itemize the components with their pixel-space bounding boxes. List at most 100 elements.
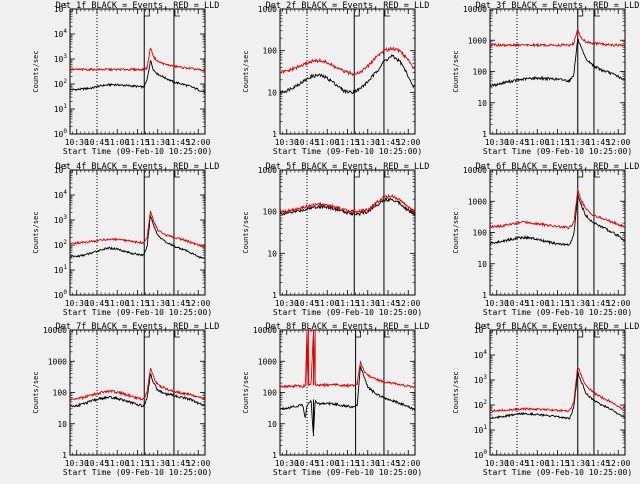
y-tick-label: 100 xyxy=(473,68,488,77)
chart-panel-9: Det 9f BLACK = Events, RED = LLD 100 101 10… xyxy=(452,322,639,477)
y-axis-label: Counts/sec xyxy=(32,211,40,253)
y-axis-label: Counts/sec xyxy=(452,371,460,413)
x-tick-label: 10:30 xyxy=(275,459,299,468)
x-tick-label: 10:30 xyxy=(275,138,299,147)
x-tick-label: 11:15 xyxy=(545,138,569,147)
y-tick-label: 10 xyxy=(477,260,487,269)
chart-panel-3: Det 3f BLACK = Events, RED = LLD 1 10 100 10… xyxy=(452,1,639,156)
y-tick-label: 1000 xyxy=(258,357,277,366)
plot-area xyxy=(70,170,205,295)
y-tick-label: 10000 xyxy=(253,326,277,335)
chart-panel-5: Det 5f BLACK = Events, RED = LLD 1 10 100 10… xyxy=(242,162,429,317)
x-tick-label: 10:30 xyxy=(485,459,509,468)
x-tick-label: 11:30 xyxy=(146,459,170,468)
x-tick-label: 11:30 xyxy=(356,138,380,147)
lld-series-line xyxy=(490,188,625,230)
y-axis-label: Counts/sec xyxy=(242,211,250,253)
x-axis-label: Start Time (09-Feb-10 10:25:00) xyxy=(273,147,422,156)
y-tick-label: 1 xyxy=(62,451,67,460)
x-tick-label: 11:45 xyxy=(586,138,610,147)
y-tick-label: 10000 xyxy=(463,166,487,175)
plot-frame xyxy=(69,8,206,135)
y-tick-label: 1 xyxy=(272,130,277,139)
y-tick-label: 100 xyxy=(263,47,278,56)
chart-title: Det 6f BLACK = Events, RED = LLD xyxy=(476,162,640,172)
x-axis-label: Start Time (09-Feb-10 10:25:00) xyxy=(483,308,632,317)
y-axis-label: Counts/sec xyxy=(452,50,460,92)
x-axis-label: Start Time (09-Feb-10 10:25:00) xyxy=(63,468,212,477)
interval-bracket xyxy=(174,171,180,178)
chart-panel-2: Det 2f BLACK = Events, RED = LLD 1 10 100 10… xyxy=(242,1,429,156)
x-tick-label: 11:00 xyxy=(525,138,549,147)
x-tick-label: 10:30 xyxy=(65,138,89,147)
chart-title: Det 2f BLACK = Events, RED = LLD xyxy=(266,1,430,11)
y-tick-label: 1000 xyxy=(258,166,277,175)
x-tick-label: 11:00 xyxy=(315,299,339,308)
chart-title: Det 8f BLACK = Events, RED = LLD xyxy=(266,322,430,332)
plot-area xyxy=(280,9,415,134)
y-tick-label: 105 xyxy=(54,164,68,175)
y-tick-label: 105 xyxy=(54,3,68,14)
y-tick-label: 10 xyxy=(57,420,67,429)
chart-panel-4: Det 4f BLACK = Events, RED = LLD 100 101 10… xyxy=(32,162,219,317)
y-tick-label: 1 xyxy=(482,130,487,139)
x-tick-label: 10:45 xyxy=(505,138,529,147)
y-tick-label: 10 xyxy=(477,99,487,108)
interval-bracket xyxy=(354,10,360,17)
x-tick-label: 12:00 xyxy=(606,299,630,308)
plot-frame xyxy=(489,329,626,456)
y-tick-label: 102 xyxy=(474,399,488,410)
y-tick-label: 1 xyxy=(272,451,277,460)
x-axis-label: Start Time (09-Feb-10 10:25:00) xyxy=(483,468,632,477)
interval-bracket xyxy=(577,171,584,178)
interval-bracket xyxy=(355,331,362,338)
plot-area xyxy=(70,330,205,455)
y-axis-label: Counts/sec xyxy=(452,211,460,253)
chart-title: Det 4f BLACK = Events, RED = LLD xyxy=(56,162,220,172)
plot-frame xyxy=(279,169,416,296)
events-series-line xyxy=(70,373,205,408)
x-tick-label: 11:30 xyxy=(356,459,380,468)
y-axis-label: Counts/sec xyxy=(32,50,40,92)
y-tick-label: 100 xyxy=(54,289,68,300)
x-tick-label: 11:15 xyxy=(335,299,359,308)
interval-bracket xyxy=(354,171,360,178)
events-series-line xyxy=(280,54,415,95)
x-tick-label: 11:30 xyxy=(356,299,380,308)
interval-bracket xyxy=(144,331,150,338)
lld-series-line xyxy=(70,210,205,249)
x-tick-label: 10:45 xyxy=(295,299,319,308)
lld-series-line xyxy=(490,365,625,413)
interval-bracket xyxy=(577,10,584,17)
y-axis-label: Counts/sec xyxy=(242,50,250,92)
plot-area xyxy=(490,330,625,455)
x-tick-label: 12:00 xyxy=(396,459,420,468)
events-series-line xyxy=(490,371,625,420)
y-tick-label: 10000 xyxy=(43,326,67,335)
plot-area xyxy=(490,170,625,295)
events-series-line xyxy=(70,215,205,260)
x-tick-label: 11:30 xyxy=(146,138,170,147)
x-tick-label: 10:30 xyxy=(485,299,509,308)
lld-series-line xyxy=(280,46,415,77)
lld-series-line xyxy=(70,47,205,73)
x-tick-label: 11:00 xyxy=(105,299,129,308)
chart-panel-7: Det 7f BLACK = Events, RED = LLD 1 10 100 10… xyxy=(32,322,219,477)
events-series-line xyxy=(70,60,205,94)
plot-frame xyxy=(69,169,206,296)
y-tick-label: 100 xyxy=(263,389,278,398)
x-tick-label: 11:00 xyxy=(315,459,339,468)
y-tick-label: 103 xyxy=(54,53,68,64)
y-tick-label: 10 xyxy=(267,249,277,258)
interval-bracket xyxy=(384,331,390,338)
interval-bracket xyxy=(384,171,390,178)
y-tick-label: 104 xyxy=(474,349,488,360)
x-axis-label: Start Time (09-Feb-10 10:25:00) xyxy=(63,147,212,156)
x-tick-label: 11:00 xyxy=(315,138,339,147)
x-tick-label: 11:15 xyxy=(125,299,149,308)
lld-series-line xyxy=(490,27,625,48)
y-tick-label: 101 xyxy=(54,103,68,114)
y-tick-label: 104 xyxy=(54,28,68,39)
